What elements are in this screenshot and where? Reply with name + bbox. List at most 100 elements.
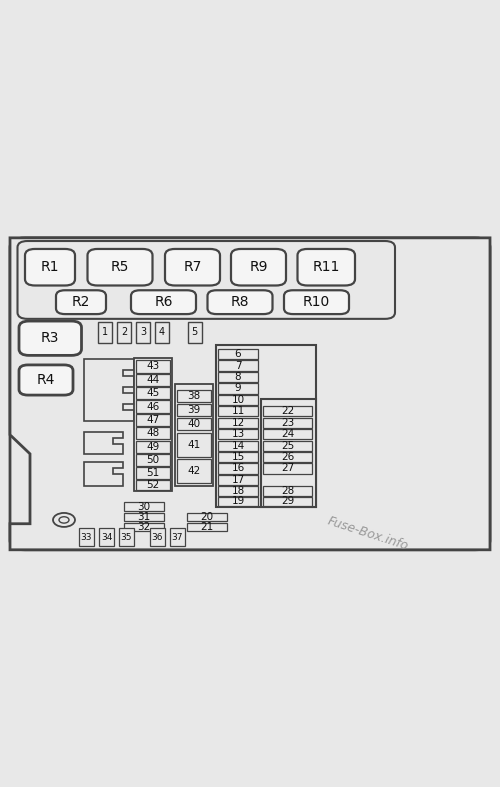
Bar [136,387,170,399]
FancyBboxPatch shape [298,249,355,286]
Bar [170,528,185,546]
Text: 22: 22 [281,406,294,416]
Text: 11: 11 [232,406,244,416]
Text: 10: 10 [232,395,244,405]
Text: 31: 31 [138,512,150,522]
FancyBboxPatch shape [25,249,75,286]
Bar [218,429,258,439]
Bar [187,512,227,521]
Polygon shape [84,359,134,420]
Bar [136,427,170,439]
Text: 13: 13 [232,429,244,439]
Text: 9: 9 [234,383,242,394]
FancyBboxPatch shape [88,249,152,286]
Bar [263,429,312,439]
Polygon shape [84,462,122,486]
Text: 4: 4 [159,327,165,338]
Text: 28: 28 [281,486,294,497]
Text: Fuse-Box.info: Fuse-Box.info [326,515,409,553]
Bar [177,418,211,430]
Text: 45: 45 [146,388,160,398]
Text: 29: 29 [281,496,294,506]
Text: 12: 12 [232,418,244,427]
Bar [150,528,165,546]
Text: 1: 1 [102,327,108,338]
Text: 34: 34 [101,533,112,541]
Bar [216,345,316,507]
Bar [99,528,114,546]
FancyBboxPatch shape [231,249,286,286]
Bar [155,322,169,342]
Bar [263,464,312,474]
Text: 8: 8 [234,372,242,382]
Bar [136,414,170,426]
Bar [263,441,312,451]
FancyBboxPatch shape [18,241,395,319]
Text: 21: 21 [200,522,213,532]
Text: R2: R2 [72,295,90,309]
FancyBboxPatch shape [165,249,220,286]
Bar [117,322,131,342]
Bar [218,395,258,405]
FancyBboxPatch shape [56,290,106,314]
Text: 2: 2 [121,327,127,338]
Bar [136,467,170,479]
Text: R10: R10 [303,295,330,309]
Text: 47: 47 [146,415,160,425]
Bar [218,475,258,485]
Text: 25: 25 [281,441,294,451]
Text: 14: 14 [232,441,244,451]
FancyBboxPatch shape [19,321,82,356]
Bar [79,528,94,546]
Bar [177,404,211,416]
Text: 39: 39 [188,405,200,415]
Bar [218,464,258,474]
Text: 6: 6 [234,349,242,359]
Text: 5: 5 [192,327,198,338]
Text: 43: 43 [146,361,160,371]
Bar [136,454,170,466]
Bar [263,497,312,505]
Bar [218,452,258,462]
Bar [136,401,170,412]
Text: R8: R8 [231,295,249,309]
Text: 20: 20 [200,512,213,522]
Text: 48: 48 [146,428,160,438]
Polygon shape [84,431,122,454]
Text: R5: R5 [111,260,129,274]
Text: R9: R9 [249,260,268,274]
Text: 42: 42 [188,466,200,476]
Text: 27: 27 [281,464,294,474]
Bar [119,528,134,546]
Text: 52: 52 [146,480,160,490]
Bar [136,480,170,490]
Text: 36: 36 [152,533,163,541]
Text: R3: R3 [41,331,60,345]
Text: 37: 37 [172,533,184,541]
Bar [218,349,258,359]
Text: 44: 44 [146,375,160,385]
Text: R11: R11 [312,260,340,274]
Text: 23: 23 [281,418,294,427]
Bar [261,399,316,507]
Bar [187,523,227,531]
FancyBboxPatch shape [10,238,490,550]
FancyBboxPatch shape [19,365,73,395]
Bar [218,418,258,428]
Text: 18: 18 [232,486,244,497]
Bar [136,322,150,342]
Text: R7: R7 [184,260,202,274]
Text: 41: 41 [188,440,200,450]
Text: 16: 16 [232,464,244,474]
Text: R6: R6 [154,295,173,309]
Text: 51: 51 [146,468,160,478]
Bar [263,406,312,416]
Bar [177,433,211,457]
Bar [98,322,112,342]
Bar [124,502,164,511]
Bar [218,497,258,505]
Bar [218,406,258,416]
Bar [218,360,258,371]
Text: 30: 30 [138,502,150,512]
Text: 7: 7 [234,360,242,371]
